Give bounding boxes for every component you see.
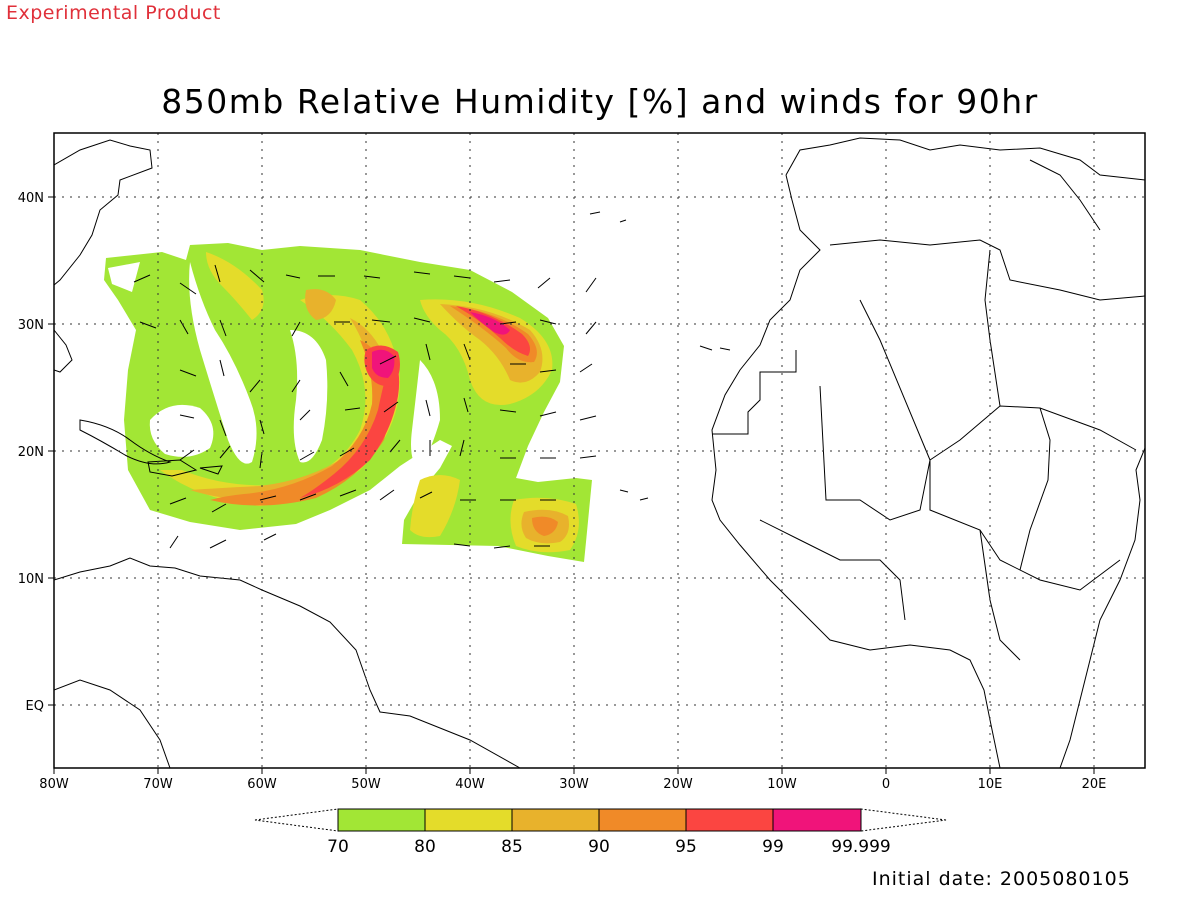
legend-swatch (685, 808, 774, 832)
lat-tick-label: 10N (18, 572, 44, 587)
lon-tick-label: 70W (143, 777, 173, 792)
lat-tick-labels: 40N 30N 20N 10N EQ (18, 191, 44, 714)
humidity-field (104, 243, 592, 562)
lon-tick-label: 0 (882, 777, 890, 792)
legend-swatch (598, 808, 687, 832)
initial-date: Initial date: 2005080105 (872, 868, 1131, 890)
legend-over-arrow (860, 808, 947, 832)
legend-label: 85 (501, 837, 523, 857)
lat-tick-label: 30N (18, 318, 44, 333)
rh-hole (149, 404, 214, 457)
rh-90-region (532, 516, 558, 536)
legend-swatch (424, 808, 513, 832)
lon-tick-label: 50W (351, 777, 381, 792)
rh-80-region (160, 295, 400, 506)
legend-label: 99 (762, 837, 784, 857)
lon-tick-label: 80W (39, 777, 69, 792)
rh-hole (189, 262, 257, 464)
rh-99-region (470, 312, 510, 335)
legend-label: 99.999 (831, 837, 890, 857)
lon-tick-label: 10E (978, 777, 1003, 792)
lon-tick-label: 30W (559, 777, 589, 792)
legend-swatch (511, 808, 600, 832)
rh-99-region (372, 349, 395, 378)
legend-label: 90 (588, 837, 610, 857)
rh-80-region (206, 252, 264, 320)
rh-85-region (440, 304, 543, 383)
lat-tick-label: 20N (18, 445, 44, 460)
legend-swatch (772, 808, 862, 832)
legend-label: 70 (327, 837, 349, 857)
legend-label: 80 (414, 837, 436, 857)
coastlines (54, 137, 1145, 768)
experimental-product-label: Experimental Product (6, 2, 221, 24)
rh-85-region (305, 289, 336, 320)
lon-tick-label: 40W (455, 777, 485, 792)
lat-tick-label: 40N (18, 191, 44, 206)
rh-hole (108, 262, 140, 292)
rh-hole (290, 330, 328, 463)
lat-tick-label: EQ (26, 699, 44, 714)
rh-80-region (410, 475, 460, 538)
legend-label: 95 (675, 837, 697, 857)
lon-tick-label: 60W (247, 777, 277, 792)
gridlines (54, 133, 1145, 768)
legend-under-arrow (254, 808, 339, 832)
legend-swatch (337, 808, 426, 832)
map-title: 850mb Relative Humidity [%] and winds fo… (161, 82, 1039, 121)
rh-85-region (190, 318, 391, 500)
lon-tick-label: 20W (663, 777, 693, 792)
rh-hole (411, 360, 440, 470)
lon-tick-labels: 80W 70W 60W 50W 40W 30W 20W 10W 0 10E 20… (39, 777, 1106, 792)
lon-tick-label: 20E (1082, 777, 1107, 792)
tick-marks (48, 196, 1095, 774)
color-legend: 70 80 85 90 95 99 99.999 (254, 808, 947, 857)
wind-vectors (133, 264, 597, 549)
lon-tick-label: 10W (767, 777, 797, 792)
